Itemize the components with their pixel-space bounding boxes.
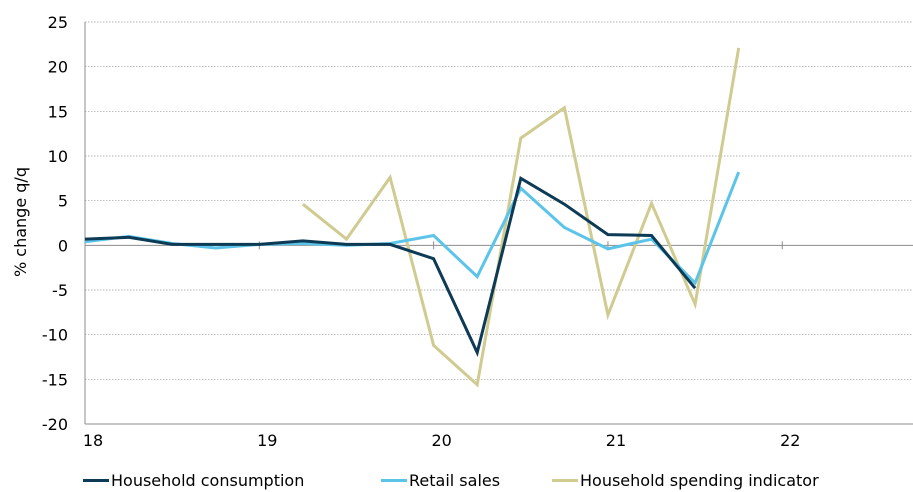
x-tick-label: 21 (606, 431, 626, 450)
legend-label-household-consumption: Household consumption (111, 471, 305, 490)
chart-legend: Household consumption Retail sales House… (0, 470, 913, 492)
legend-swatch-retail-sales (381, 479, 407, 482)
legend-label-household-spending-indicator: Household spending indicator (580, 471, 819, 490)
y-tick-label: -10 (42, 326, 68, 345)
y-tick-label: -20 (42, 415, 68, 434)
legend-swatch-household-spending-indicator (552, 479, 578, 482)
axes-layer: -20 -15 -10 -5 0 5 10 15 20 25 18 19 20 21 22 (42, 13, 913, 450)
legend-item-household-consumption: Household consumption (83, 470, 304, 492)
chart-svg: -20 -15 -10 -5 0 5 10 15 20 25 18 19 20 21 22 % change… (11, 13, 913, 450)
y-axis-title: % change q/q (11, 167, 30, 277)
x-tick-label: 20 (431, 431, 451, 450)
legend-item-household-spending-indicator: Household spending indicator (552, 470, 819, 492)
y-tick-label: 0 (58, 236, 68, 255)
x-tick-label: 18 (83, 431, 103, 450)
legend-swatch-household-consumption (83, 479, 109, 482)
series-line-household-consumption (84, 175, 697, 357)
legend-item-retail-sales: Retail sales (381, 470, 500, 492)
y-tick-label: 5 (58, 192, 68, 211)
y-tick-label: -15 (42, 370, 68, 389)
y-tick-label: 20 (48, 58, 68, 77)
legend-label-retail-sales: Retail sales (409, 471, 501, 490)
y-tick-label: 25 (48, 13, 68, 32)
y-tick-label: 15 (48, 102, 68, 121)
grid-layer (85, 21, 913, 380)
series-line-household-spending-indicator (301, 47, 741, 388)
y-tick-label: -5 (52, 281, 68, 300)
y-tick-label: 10 (48, 147, 68, 166)
x-tick-label: 22 (780, 431, 800, 450)
x-tick-label: 19 (257, 431, 277, 450)
series-layer (84, 47, 741, 388)
